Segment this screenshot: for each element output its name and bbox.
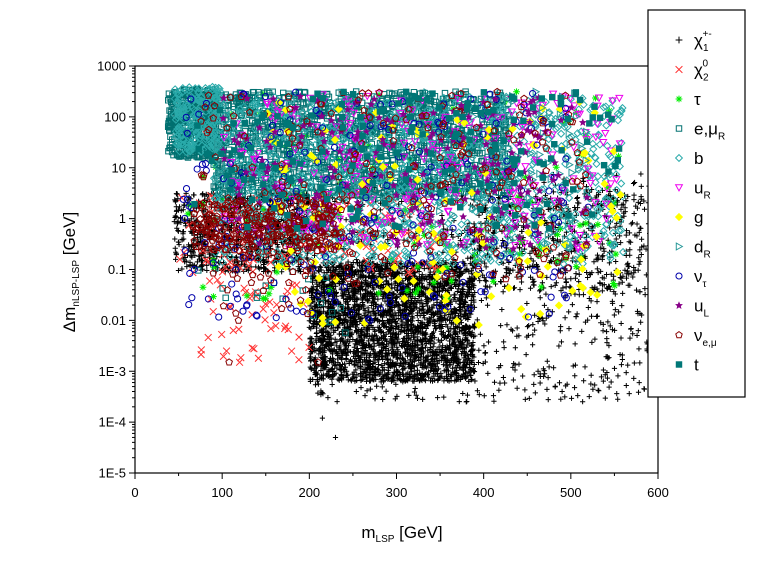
data-point [421, 315, 427, 321]
data-point [199, 283, 207, 291]
data-point [458, 351, 465, 357]
data-point [452, 294, 458, 301]
data-point [357, 373, 364, 379]
data-point [612, 250, 620, 258]
data-point [438, 370, 444, 377]
data-point [576, 221, 584, 229]
data-point [450, 365, 456, 371]
data-point [307, 364, 313, 370]
data-point [414, 363, 420, 369]
series-1 [171, 171, 658, 441]
data-point [375, 289, 383, 297]
data-point [335, 376, 341, 382]
data-point [399, 271, 405, 277]
data-point [440, 362, 446, 368]
data-points [164, 82, 658, 441]
data-point [436, 357, 442, 364]
data-point [326, 368, 332, 374]
data-point [184, 210, 192, 218]
data-point [414, 367, 421, 373]
data-point [537, 283, 545, 291]
data-point [403, 300, 409, 307]
data-point [472, 378, 478, 384]
data-point [404, 346, 410, 352]
data-point [430, 368, 437, 374]
data-point [458, 313, 464, 319]
data-point [394, 294, 400, 300]
data-point [335, 359, 341, 366]
data-point [431, 340, 437, 346]
data-point [354, 295, 360, 301]
data-point [326, 286, 334, 294]
data-point [463, 324, 469, 330]
data-point [375, 296, 381, 302]
data-point [430, 344, 436, 350]
data-point [403, 330, 410, 337]
data-point [354, 372, 360, 378]
data-point [469, 376, 475, 382]
data-point [321, 270, 327, 276]
data-point [342, 364, 348, 370]
data-point [582, 219, 590, 227]
data-point [454, 288, 460, 295]
